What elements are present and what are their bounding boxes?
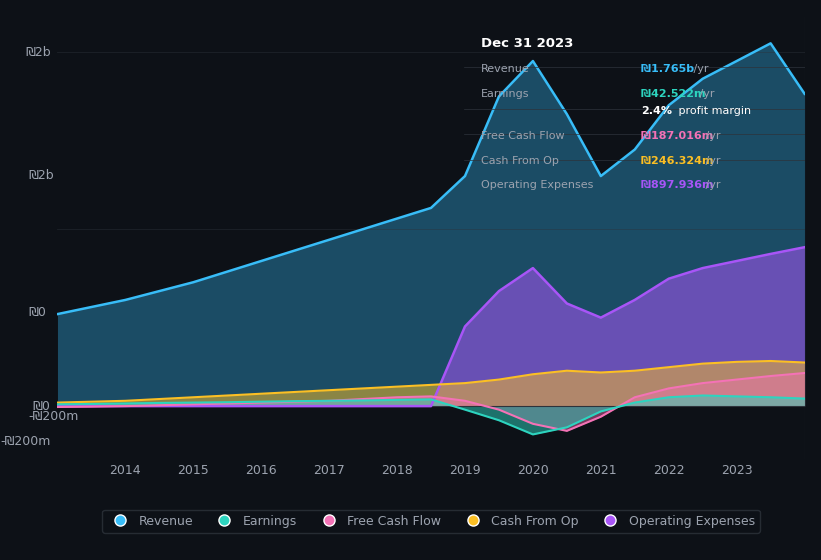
Legend: Revenue, Earnings, Free Cash Flow, Cash From Op, Operating Expenses: Revenue, Earnings, Free Cash Flow, Cash …	[102, 510, 760, 533]
Text: Operating Expenses: Operating Expenses	[481, 180, 594, 190]
Text: Cash From Op: Cash From Op	[481, 156, 559, 166]
Text: /yr: /yr	[702, 131, 721, 141]
Text: ₪187.016m: ₪187.016m	[641, 131, 718, 141]
Text: -₪200m: -₪200m	[0, 435, 51, 448]
Text: Earnings: Earnings	[481, 89, 530, 99]
Text: -₪200m: -₪200m	[29, 410, 79, 423]
Text: 2.4%: 2.4%	[641, 106, 672, 116]
Text: ₪0: ₪0	[29, 306, 47, 319]
Text: profit margin: profit margin	[675, 106, 751, 116]
Text: ₪42.522m: ₪42.522m	[641, 89, 709, 99]
Text: Revenue: Revenue	[481, 64, 530, 74]
Text: ₪897.936m: ₪897.936m	[641, 180, 718, 190]
Text: /yr: /yr	[702, 156, 721, 166]
Text: ₪246.324m: ₪246.324m	[641, 156, 718, 166]
Text: ₪2b: ₪2b	[29, 169, 54, 182]
Text: ₪2b: ₪2b	[25, 46, 51, 59]
Text: /yr: /yr	[696, 89, 715, 99]
Text: ₪0: ₪0	[33, 400, 51, 413]
Text: Free Cash Flow: Free Cash Flow	[481, 131, 565, 141]
Text: ₪1.765b: ₪1.765b	[641, 64, 698, 74]
Text: Dec 31 2023: Dec 31 2023	[481, 37, 573, 50]
Text: /yr: /yr	[702, 180, 721, 190]
Text: /yr: /yr	[690, 64, 709, 74]
